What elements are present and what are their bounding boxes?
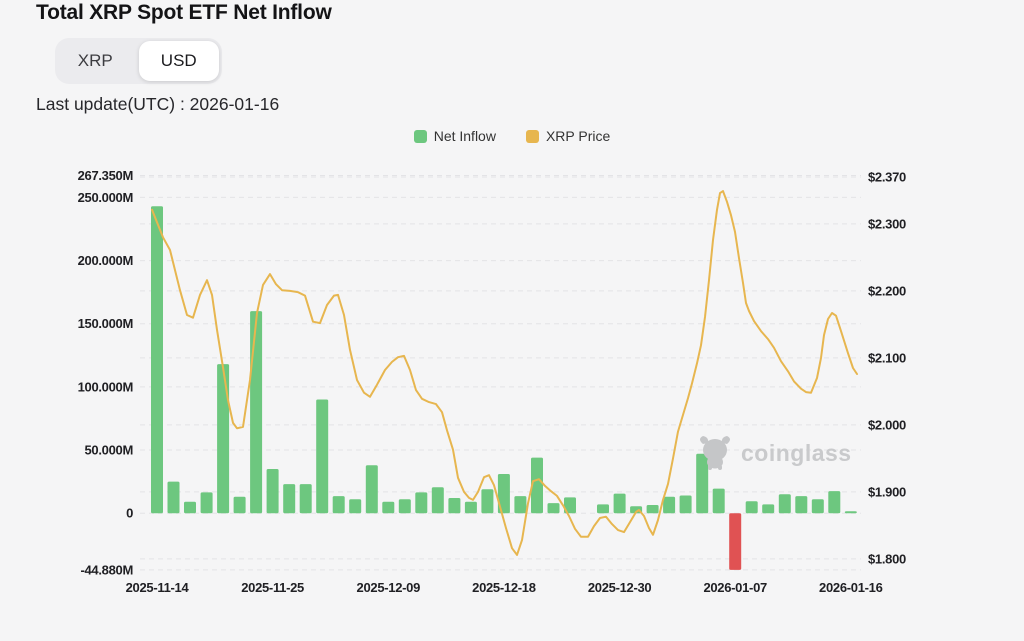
net-inflow-bar [316, 399, 329, 514]
net-inflow-bar [564, 497, 576, 514]
net-inflow-swatch-icon [413, 129, 427, 143]
net-inflow-bar [184, 501, 196, 514]
left-axis-tick-label: -44.880M [80, 562, 133, 577]
net-inflow-bar [464, 501, 477, 514]
legend-item-xrp-price[interactable]: XRP Price [525, 128, 611, 144]
net-inflow-bar [778, 494, 791, 514]
net-inflow-bar [828, 491, 841, 514]
net-inflow-bar [679, 495, 692, 514]
net-inflow-bar [365, 465, 378, 514]
net-inflow-bar [696, 453, 709, 514]
net-inflow-bar [349, 499, 362, 514]
x-axis-tick-label: 2025-11-14 [126, 580, 190, 595]
net-inflow-bar [332, 496, 345, 514]
right-axis-tick-label: $2.370 [868, 170, 906, 185]
net-inflow-bar [762, 504, 775, 514]
x-axis-tick-label: 2025-12-18 [472, 580, 536, 595]
left-axis-tick-label: 150.000M [78, 316, 133, 331]
net-inflow-bar [151, 206, 163, 514]
right-axis-tick-label: $1.900 [868, 484, 906, 499]
toggle-usd-button[interactable]: USD [138, 41, 219, 81]
net-inflow-bar [266, 469, 279, 514]
x-axis-tick-label: 2026-01-07 [703, 580, 767, 595]
last-update-text: Last update(UTC) : 2026-01-16 [36, 94, 280, 114]
x-axis-tick-label: 2025-12-30 [588, 580, 652, 595]
net-inflow-bar [597, 504, 609, 514]
net-inflow-bar [250, 311, 263, 514]
net-inflow-bar [448, 498, 461, 514]
net-inflow-bar [167, 481, 180, 514]
left-axis-tick-label: 250.000M [78, 190, 133, 205]
left-axis-tick-label: 50.000M [85, 443, 134, 458]
toggle-xrp-button[interactable]: XRP [55, 38, 136, 84]
net-inflow-bar [745, 501, 758, 514]
coinglass-bull-icon [700, 436, 730, 470]
net-inflow-bar [299, 484, 312, 514]
net-inflow-bar [844, 511, 857, 514]
net-inflow-bar [415, 492, 428, 514]
net-inflow-bar [663, 496, 676, 514]
legend-label: XRP Price [545, 128, 611, 144]
net-inflow-bar [547, 503, 560, 514]
net-inflow-bar [283, 484, 296, 514]
net-inflow-bar [431, 487, 444, 514]
watermark-text: coinglass [741, 439, 852, 466]
net-inflow-bar [646, 505, 659, 514]
left-axis-tick-label: 100.000M [78, 379, 133, 394]
net-inflow-bar [398, 499, 411, 514]
net-inflow-bar [613, 493, 626, 514]
right-axis-tick-label: $2.100 [868, 350, 906, 365]
right-axis-tick-label: $2.300 [868, 216, 906, 231]
right-axis-tick-label: $2.200 [868, 283, 906, 298]
chart-legend: Net Inflow XRP Price [0, 128, 1024, 144]
legend-item-net-inflow[interactable]: Net Inflow [413, 128, 496, 144]
x-axis-tick-label: 2025-11-25 [241, 580, 304, 595]
right-axis-tick-label: $2.000 [868, 417, 906, 432]
watermark: coinglass [697, 435, 852, 471]
net-inflow-bar [217, 364, 230, 514]
xrp-price-swatch-icon [525, 129, 539, 143]
net-inflow-bar [795, 496, 808, 514]
x-axis-tick-label: 2026-01-16 [819, 580, 883, 595]
currency-toggle: XRP USD [55, 38, 222, 84]
net-inflow-bar [200, 492, 213, 514]
left-axis-tick-label: 267.350M [78, 168, 133, 183]
net-inflow-bar [233, 496, 246, 514]
net-inflow-bar [514, 496, 527, 514]
left-axis-tick-label: 200.000M [78, 253, 133, 268]
net-inflow-bar [712, 488, 725, 514]
net-inflow-bar [497, 474, 510, 514]
left-axis-tick-label: 0 [126, 506, 133, 521]
legend-label: Net Inflow [433, 128, 496, 144]
page-title: Total XRP Spot ETF Net Inflow [36, 1, 332, 24]
net-inflow-bar [531, 457, 543, 514]
net-inflow-bar [382, 501, 395, 514]
x-axis-tick-label: 2025-12-09 [357, 580, 421, 595]
right-axis-tick-label: $1.800 [868, 551, 906, 566]
xrp-price-line [151, 190, 858, 556]
net-outflow-bar [729, 513, 742, 570]
net-inflow-bar [811, 499, 824, 514]
net-inflow-bar [481, 489, 494, 514]
